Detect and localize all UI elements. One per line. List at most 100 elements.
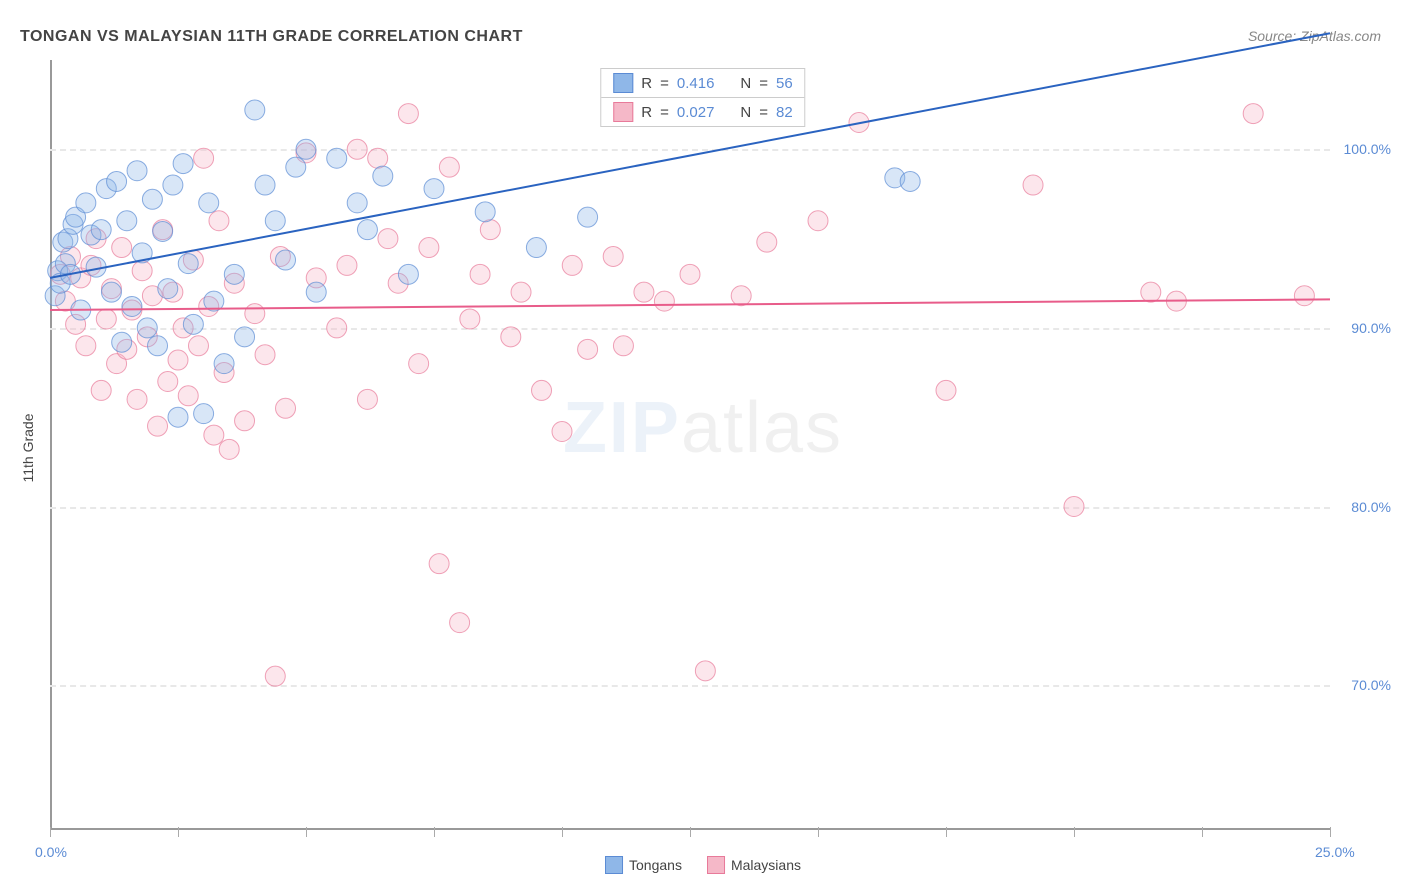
legend-r-label: R bbox=[641, 75, 652, 92]
data-point-tongans bbox=[373, 166, 393, 186]
correlation-row-tongans: R = 0.416 N = 56 bbox=[601, 69, 804, 97]
data-point-tongans bbox=[76, 193, 96, 213]
data-point-tongans bbox=[122, 296, 142, 316]
data-point-tongans bbox=[424, 179, 444, 199]
data-point-malaysians bbox=[808, 211, 828, 231]
data-point-tongans bbox=[255, 175, 275, 195]
data-point-tongans bbox=[148, 336, 168, 356]
legend-n-label: N bbox=[740, 75, 751, 92]
data-point-tongans bbox=[398, 264, 418, 284]
data-point-tongans bbox=[117, 211, 137, 231]
data-point-tongans bbox=[168, 407, 188, 427]
legend-eq: = bbox=[759, 75, 768, 92]
trend-line-malaysians bbox=[50, 299, 1330, 310]
correlation-row-malaysians: R = 0.027 N = 82 bbox=[601, 97, 804, 126]
data-point-malaysians bbox=[132, 261, 152, 281]
data-point-malaysians bbox=[91, 380, 111, 400]
data-point-malaysians bbox=[347, 139, 367, 159]
data-point-tongans bbox=[178, 254, 198, 274]
y-tick-label: 80.0% bbox=[1351, 499, 1391, 515]
y-axis-label: 11th Grade bbox=[20, 413, 36, 482]
data-point-tongans bbox=[199, 193, 219, 213]
data-point-malaysians bbox=[460, 309, 480, 329]
chart-title: TONGAN VS MALAYSIAN 11TH GRADE CORRELATI… bbox=[20, 28, 523, 46]
bottom-legend: Tongans Malaysians bbox=[605, 856, 801, 874]
data-point-malaysians bbox=[188, 336, 208, 356]
data-point-malaysians bbox=[204, 425, 224, 445]
data-point-malaysians bbox=[480, 220, 500, 240]
data-point-malaysians bbox=[168, 350, 188, 370]
legend-eq: = bbox=[660, 75, 669, 92]
data-point-malaysians bbox=[532, 380, 552, 400]
data-point-tongans bbox=[224, 264, 244, 284]
data-point-malaysians bbox=[409, 354, 429, 374]
legend-swatch-malaysians bbox=[707, 856, 725, 874]
data-point-malaysians bbox=[654, 291, 674, 311]
data-point-tongans bbox=[475, 202, 495, 222]
data-point-malaysians bbox=[419, 238, 439, 258]
data-point-malaysians bbox=[1294, 286, 1314, 306]
legend-n-value-malaysians: 82 bbox=[776, 104, 793, 121]
data-point-malaysians bbox=[194, 148, 214, 168]
x-tick-label: 25.0% bbox=[1315, 844, 1355, 860]
data-point-malaysians bbox=[1023, 175, 1043, 195]
legend-eq: = bbox=[759, 104, 768, 121]
data-point-tongans bbox=[900, 171, 920, 191]
data-point-malaysians bbox=[695, 661, 715, 681]
y-tick-label: 100.0% bbox=[1344, 141, 1391, 157]
data-point-malaysians bbox=[1064, 497, 1084, 517]
data-point-tongans bbox=[245, 100, 265, 120]
legend-label-malaysians: Malaysians bbox=[731, 857, 801, 873]
data-point-malaysians bbox=[96, 309, 116, 329]
data-point-tongans bbox=[347, 193, 367, 213]
data-point-malaysians bbox=[680, 264, 700, 284]
data-point-malaysians bbox=[1141, 282, 1161, 302]
data-point-malaysians bbox=[429, 554, 449, 574]
scatter-plot bbox=[50, 60, 1330, 830]
data-point-malaysians bbox=[235, 411, 255, 431]
data-point-tongans bbox=[306, 282, 326, 302]
data-point-malaysians bbox=[450, 613, 470, 633]
data-point-tongans bbox=[286, 157, 306, 177]
data-point-tongans bbox=[327, 148, 347, 168]
data-point-malaysians bbox=[552, 421, 572, 441]
data-point-tongans bbox=[127, 161, 147, 181]
data-point-malaysians bbox=[357, 389, 377, 409]
data-point-tongans bbox=[91, 220, 111, 240]
data-point-tongans bbox=[163, 175, 183, 195]
data-point-malaysians bbox=[470, 264, 490, 284]
legend-swatch-tongans bbox=[613, 73, 633, 93]
data-point-malaysians bbox=[1243, 104, 1263, 124]
data-point-tongans bbox=[107, 171, 127, 191]
data-point-malaysians bbox=[327, 318, 347, 338]
data-point-tongans bbox=[578, 207, 598, 227]
data-point-malaysians bbox=[757, 232, 777, 252]
data-point-malaysians bbox=[337, 255, 357, 275]
data-point-tongans bbox=[101, 282, 121, 302]
data-point-malaysians bbox=[219, 439, 239, 459]
data-point-malaysians bbox=[148, 416, 168, 436]
data-point-tongans bbox=[357, 220, 377, 240]
legend-item-malaysians: Malaysians bbox=[707, 856, 801, 874]
data-point-malaysians bbox=[245, 304, 265, 324]
data-point-malaysians bbox=[578, 339, 598, 359]
data-point-malaysians bbox=[439, 157, 459, 177]
data-point-tongans bbox=[137, 318, 157, 338]
data-point-malaysians bbox=[178, 386, 198, 406]
data-point-malaysians bbox=[511, 282, 531, 302]
y-tick-label: 70.0% bbox=[1351, 677, 1391, 693]
legend-r-label: R bbox=[641, 104, 652, 121]
legend-r-value-malaysians: 0.027 bbox=[677, 104, 715, 121]
data-point-tongans bbox=[214, 354, 234, 374]
data-point-malaysians bbox=[603, 246, 623, 266]
legend-r-value-tongans: 0.416 bbox=[677, 75, 715, 92]
data-point-malaysians bbox=[562, 255, 582, 275]
data-point-malaysians bbox=[276, 398, 296, 418]
data-point-malaysians bbox=[158, 371, 178, 391]
data-point-malaysians bbox=[127, 389, 147, 409]
data-point-malaysians bbox=[501, 327, 521, 347]
data-point-tongans bbox=[153, 221, 173, 241]
data-point-malaysians bbox=[112, 238, 132, 258]
data-point-tongans bbox=[276, 250, 296, 270]
data-point-tongans bbox=[265, 211, 285, 231]
